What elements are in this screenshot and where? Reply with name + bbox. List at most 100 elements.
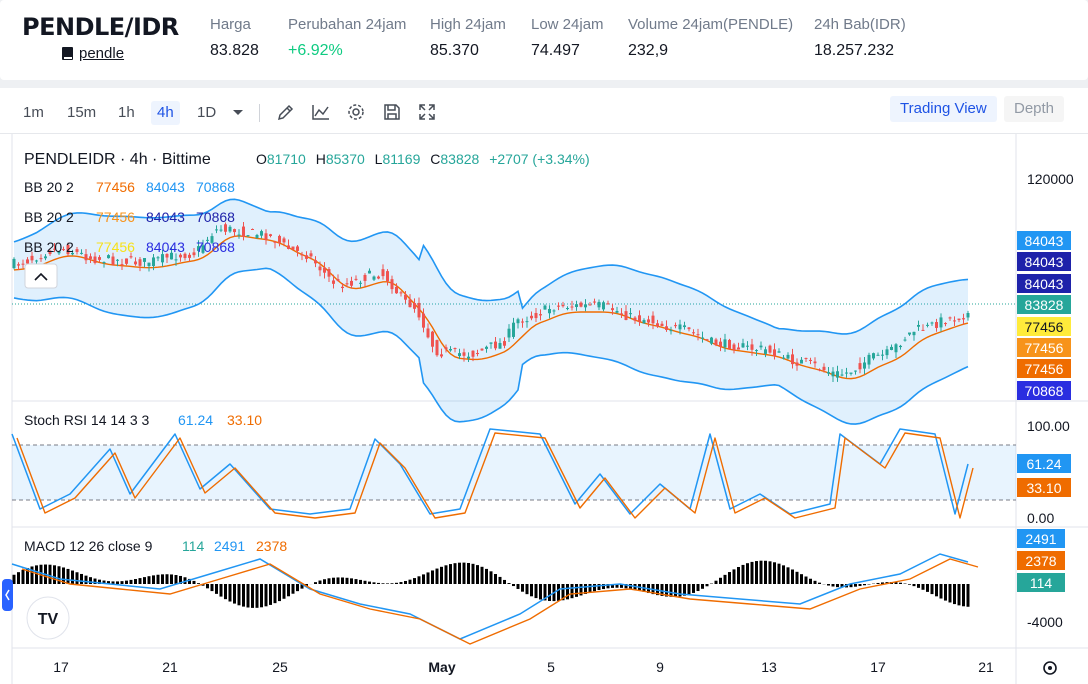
- macd-histogram-bar: [737, 566, 740, 584]
- macd-histogram-bar: [183, 577, 187, 584]
- candle-body: [867, 354, 871, 365]
- macd-histogram-bar: [588, 584, 592, 593]
- side-panel-toggle[interactable]: [2, 579, 13, 611]
- macd-histogram-bar: [228, 584, 232, 602]
- candle-body: [233, 229, 236, 233]
- legend-ohlc: O81710 H85370 L81169 C83828 +2707 (+3.34…: [256, 151, 590, 167]
- macd-histogram-bar: [431, 570, 434, 584]
- price-chart[interactable]: 120000 84043 84043 84043 83828 77456 77456 7745…: [0, 134, 1088, 684]
- settings-cog[interactable]: [1043, 661, 1057, 675]
- macd-histogram-bar: [795, 571, 799, 584]
- depth-button[interactable]: Depth: [1004, 96, 1065, 122]
- candle-body: [255, 234, 259, 238]
- candle-body: [863, 362, 866, 369]
- save-icon[interactable]: [382, 102, 402, 122]
- candle-body: [701, 337, 704, 339]
- stat-quote-volume: 24h Bab(IDR) 18.257.232: [814, 16, 906, 60]
- macd-histogram-bar: [422, 574, 425, 584]
- macd-histogram-bar: [809, 578, 812, 584]
- macd-histogram-bar: [818, 582, 821, 584]
- macd-histogram-bar: [30, 566, 34, 584]
- candle-body: [152, 257, 155, 267]
- macd-histogram-bar: [660, 584, 664, 596]
- macd-histogram-bar: [665, 584, 668, 597]
- tradingview-logo[interactable]: TV: [26, 596, 70, 640]
- collapse-legend-button[interactable]: [24, 263, 58, 289]
- stoch-d-line: [16, 432, 974, 519]
- macd-histogram-bar: [71, 570, 74, 584]
- macd-histogram-bar: [48, 564, 52, 584]
- macd-histogram-bar: [966, 584, 970, 607]
- candle-body: [192, 252, 196, 256]
- candle-body: [93, 256, 97, 263]
- fullscreen-icon[interactable]: [417, 102, 437, 122]
- trading-view-button[interactable]: Trading View: [890, 96, 997, 122]
- candle-body: [620, 313, 623, 315]
- candle-body: [624, 311, 628, 321]
- macd-histogram-bar: [764, 560, 767, 584]
- candle-body: [606, 303, 610, 305]
- candle-body: [656, 323, 659, 327]
- line-chart-icon[interactable]: [311, 102, 331, 122]
- tab-4h[interactable]: 4h: [151, 101, 180, 125]
- tab-1d[interactable]: 1D: [197, 104, 217, 121]
- chevron-down-icon[interactable]: [228, 102, 248, 122]
- candle-body: [485, 346, 488, 349]
- candle-body: [570, 306, 574, 308]
- pencil-icon[interactable]: [276, 102, 296, 122]
- macd-histogram-bar: [314, 582, 317, 584]
- time-tick-label: 25: [272, 659, 288, 675]
- macd-histogram-bar: [341, 577, 344, 584]
- candle-body: [962, 318, 965, 320]
- tab-1h[interactable]: 1h: [118, 104, 135, 121]
- tab-1m[interactable]: 1m: [23, 104, 44, 121]
- macd-histogram-bar: [732, 569, 736, 584]
- candle-body: [453, 348, 457, 350]
- macd-histogram-bar: [386, 583, 389, 584]
- macd-histogram-bar: [791, 569, 794, 584]
- candle-body: [354, 278, 358, 280]
- macd-histogram-bar: [404, 580, 407, 584]
- candle-body: [885, 349, 889, 356]
- bollinger-upper-line: [13, 198, 969, 335]
- macd-histogram-bar: [674, 584, 677, 597]
- rsi-legend: Stoch RSI 14 14 3 3 61.24 33.10: [24, 412, 262, 428]
- pair-link-label[interactable]: pendle: [79, 45, 125, 62]
- macd-histogram-bar: [453, 563, 457, 584]
- pair-link[interactable]: pendle: [62, 45, 124, 62]
- tab-15m[interactable]: 15m: [67, 104, 97, 121]
- candle-body: [458, 353, 461, 357]
- macd-histogram-bar: [318, 580, 322, 584]
- macd-histogram-bar: [899, 582, 902, 584]
- macd-histogram-bar: [705, 584, 709, 587]
- macd-histogram-bar: [237, 584, 241, 606]
- macd-histogram-bar: [575, 584, 578, 597]
- candle-body: [566, 308, 569, 310]
- candle-body: [116, 259, 119, 261]
- candle-body: [755, 350, 758, 352]
- candle-body: [305, 255, 308, 259]
- bollinger-band-fill: [14, 199, 968, 425]
- candle-body: [174, 259, 178, 261]
- macd-histogram-bar: [485, 568, 488, 584]
- candle-body: [264, 233, 268, 241]
- candle-body: [521, 321, 524, 323]
- candle-body: [35, 260, 38, 262]
- candle-body: [813, 361, 817, 364]
- candle-body: [638, 315, 641, 322]
- candle-body: [426, 328, 430, 338]
- macd-histogram-bar: [336, 577, 340, 584]
- price-tag: [1017, 359, 1071, 378]
- candle-body: [858, 363, 862, 370]
- stat-change: Perubahan 24jam +6.92%: [288, 16, 406, 60]
- candle-body: [809, 359, 812, 361]
- macd-histogram-bar: [561, 584, 565, 601]
- macd-histogram-bar: [548, 584, 551, 601]
- candle-body: [422, 313, 425, 328]
- macd-histogram-bar: [287, 584, 290, 597]
- gear-icon[interactable]: [346, 102, 366, 122]
- price-tag: [1017, 252, 1071, 271]
- candle-body: [894, 344, 898, 353]
- candle-body: [908, 332, 911, 335]
- candle-body: [642, 320, 646, 324]
